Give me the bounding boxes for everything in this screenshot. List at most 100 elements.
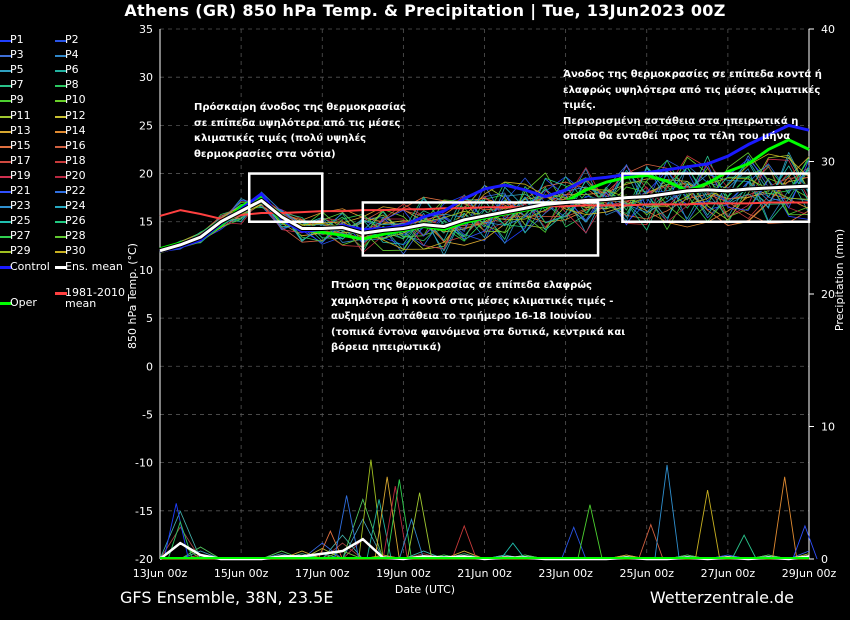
legend-label: P28: [65, 229, 86, 243]
y2-tick-label: 30: [821, 156, 835, 169]
y2-tick-label: 40: [821, 23, 835, 36]
x-tick-label: 17Jun 00z: [295, 567, 350, 580]
legend-label: P16: [65, 138, 86, 152]
legend-swatch: [55, 291, 67, 295]
legend-swatch: [0, 191, 12, 193]
legend-swatch: [0, 145, 12, 148]
legend-label: Oper: [10, 295, 37, 309]
x-tick-label: 21Jun 00z: [457, 567, 512, 580]
legend-swatch: [55, 85, 67, 88]
legend-label: P29: [10, 244, 31, 258]
y-tick-label: 25: [139, 119, 153, 132]
legend-swatch: [55, 221, 67, 224]
precip-peak: [386, 479, 412, 560]
legend-swatch: [0, 100, 12, 103]
legend-swatch: [55, 55, 67, 58]
y2-tick-label: 0: [821, 553, 828, 566]
legend-label: P11: [10, 108, 31, 122]
member-line-p16: [159, 163, 810, 251]
legend-swatch: [0, 251, 12, 254]
legend-swatch: [0, 301, 12, 305]
legend-swatch: [0, 115, 12, 118]
legend-swatch: [0, 85, 12, 88]
legend-swatch: [55, 236, 67, 239]
legend-swatch: [55, 40, 67, 42]
y-tick-label: 5: [146, 312, 153, 325]
annotation-boxes: [247, 172, 811, 257]
precip-peak: [398, 517, 425, 560]
y-tick-label: -15: [135, 505, 153, 518]
precip-peak: [163, 503, 189, 560]
clim-mean-line: [159, 201, 809, 220]
legend-label: P23: [10, 199, 31, 213]
legend-label: P6: [65, 63, 79, 77]
legend-swatch: [0, 130, 12, 133]
legend-label: P10: [65, 93, 86, 107]
legend-label: P2: [65, 33, 79, 46]
legend-label: P20: [65, 168, 86, 182]
legend-label: P26: [65, 214, 86, 228]
legend-swatch: [55, 115, 67, 118]
legend-swatch: [55, 206, 67, 209]
legend-label: P21: [10, 184, 31, 197]
legend-swatch: [0, 160, 12, 163]
y2-axis-ticks: 0 10 20 30 40: [809, 23, 835, 566]
legend-swatch: [0, 236, 12, 239]
legend-label: P12: [65, 108, 86, 122]
x-tick-label: 29Jun 00z: [782, 567, 837, 580]
precip-peak: [366, 499, 392, 560]
legend-swatch: [0, 175, 12, 178]
annotation-box: [621, 172, 811, 223]
legend-label: P5: [10, 63, 24, 77]
annotation-box: [247, 172, 324, 223]
legend-swatch: [55, 100, 67, 103]
legend-swatch: [0, 206, 12, 209]
legend-label: P30: [65, 244, 86, 258]
y-tick-label: -5: [142, 408, 153, 421]
legend-swatch: [0, 221, 12, 224]
y2-tick-label: 10: [821, 421, 835, 434]
legend-swatch: [55, 251, 67, 254]
legend-label: P8: [65, 78, 79, 92]
precip-peak: [694, 490, 721, 560]
legend-label: Control: [10, 259, 50, 273]
y-tick-label: 15: [139, 216, 153, 229]
legend-swatch: [55, 191, 67, 193]
x-axis-label: Date (UTC): [394, 583, 456, 596]
highlight-series: [159, 123, 810, 254]
x-tick-label: 19Jun 00z: [376, 567, 431, 580]
legend-swatch: [55, 145, 67, 148]
x-tick-label: 23Jun 00z: [538, 567, 593, 580]
precip-peak: [654, 464, 680, 560]
precip-peak: [638, 523, 664, 560]
legend-label: P25: [10, 214, 31, 228]
annotation-box: [361, 201, 600, 257]
x-tick-label: 27Jun 00z: [701, 567, 756, 580]
legend-label: P24: [65, 199, 86, 213]
x-tick-label: 15Jun 00z: [214, 567, 269, 580]
legend-swatch: [0, 265, 12, 269]
precip-peak: [333, 495, 360, 560]
y-axis-ticks: -20 -15 -10 -5 0 5 10 15 20 25 30 35: [135, 23, 153, 566]
annotation-text-2: Πτώση της θερμοκρασίας σε επίπεδα ελαφρώ…: [331, 280, 626, 353]
precip-peak: [500, 542, 526, 560]
precip-peak: [577, 504, 603, 560]
annotation-text-1: Πρόσκαιρη άνοδος της θερμοκρασίας σε επί…: [194, 102, 406, 160]
precip-peak: [792, 524, 818, 560]
legend-label: P13: [10, 123, 31, 137]
y2-tick-label: 20: [821, 288, 835, 301]
legend-label: Ens. mean: [65, 259, 123, 273]
legend-label: P27: [10, 229, 31, 243]
y-tick-label: -20: [135, 553, 153, 566]
precipitation-series: [159, 459, 818, 561]
legend-label: P9: [10, 93, 24, 107]
precip-peak: [451, 524, 477, 560]
y-tick-label: 10: [139, 264, 153, 277]
source-label: Wetterzentrale.de: [649, 588, 794, 607]
legend-label: P7: [10, 78, 24, 92]
precip-peak: [561, 525, 587, 560]
legend-label: P17: [10, 153, 31, 167]
legend-swatch: [0, 40, 12, 42]
y-tick-label: 0: [146, 360, 153, 373]
